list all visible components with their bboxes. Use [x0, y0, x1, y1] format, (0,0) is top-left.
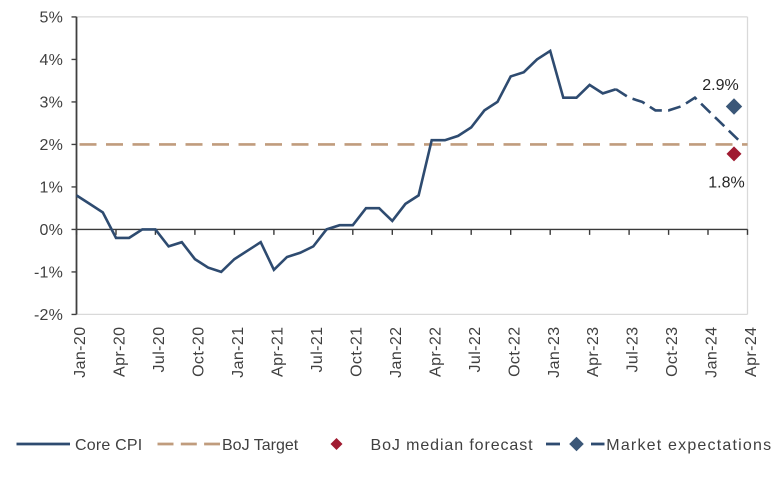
svg-text:Jan-23: Jan-23 [546, 327, 563, 378]
svg-text:BoJ Target: BoJ Target [222, 437, 299, 454]
svg-text:Jan-21: Jan-21 [230, 327, 247, 378]
svg-text:5%: 5% [39, 10, 63, 27]
svg-text:Core CPI: Core CPI [75, 437, 142, 454]
svg-text:Market expectations: Market expectations [606, 437, 772, 454]
svg-text:Apr-20: Apr-20 [112, 327, 129, 377]
svg-text:2%: 2% [39, 137, 63, 154]
svg-text:2.9%: 2.9% [702, 77, 738, 94]
svg-text:Apr-22: Apr-22 [427, 327, 444, 377]
svg-text:Oct-20: Oct-20 [191, 327, 208, 377]
svg-text:Jul-22: Jul-22 [467, 327, 484, 373]
svg-text:Oct-23: Oct-23 [664, 327, 681, 377]
svg-text:BoJ median forecast: BoJ median forecast [371, 437, 534, 454]
svg-text:Apr-23: Apr-23 [585, 327, 602, 377]
svg-text:Oct-21: Oct-21 [348, 327, 365, 377]
svg-text:Jan-24: Jan-24 [704, 327, 721, 378]
svg-text:Jul-21: Jul-21 [309, 327, 326, 373]
svg-text:-1%: -1% [34, 265, 63, 282]
svg-text:Oct-22: Oct-22 [506, 327, 523, 377]
svg-text:-2%: -2% [34, 307, 63, 324]
svg-text:Jul-20: Jul-20 [151, 327, 168, 373]
svg-text:Jan-20: Jan-20 [72, 327, 89, 378]
svg-text:1%: 1% [39, 180, 63, 197]
svg-text:3%: 3% [39, 95, 63, 112]
svg-text:0%: 0% [39, 222, 63, 239]
svg-text:4%: 4% [39, 52, 63, 69]
svg-text:Jan-22: Jan-22 [388, 327, 405, 378]
svg-text:Jul-23: Jul-23 [625, 327, 642, 373]
svg-text:Apr-24: Apr-24 [743, 327, 760, 377]
svg-text:Apr-21: Apr-21 [270, 327, 287, 377]
svg-text:1.8%: 1.8% [708, 174, 744, 191]
